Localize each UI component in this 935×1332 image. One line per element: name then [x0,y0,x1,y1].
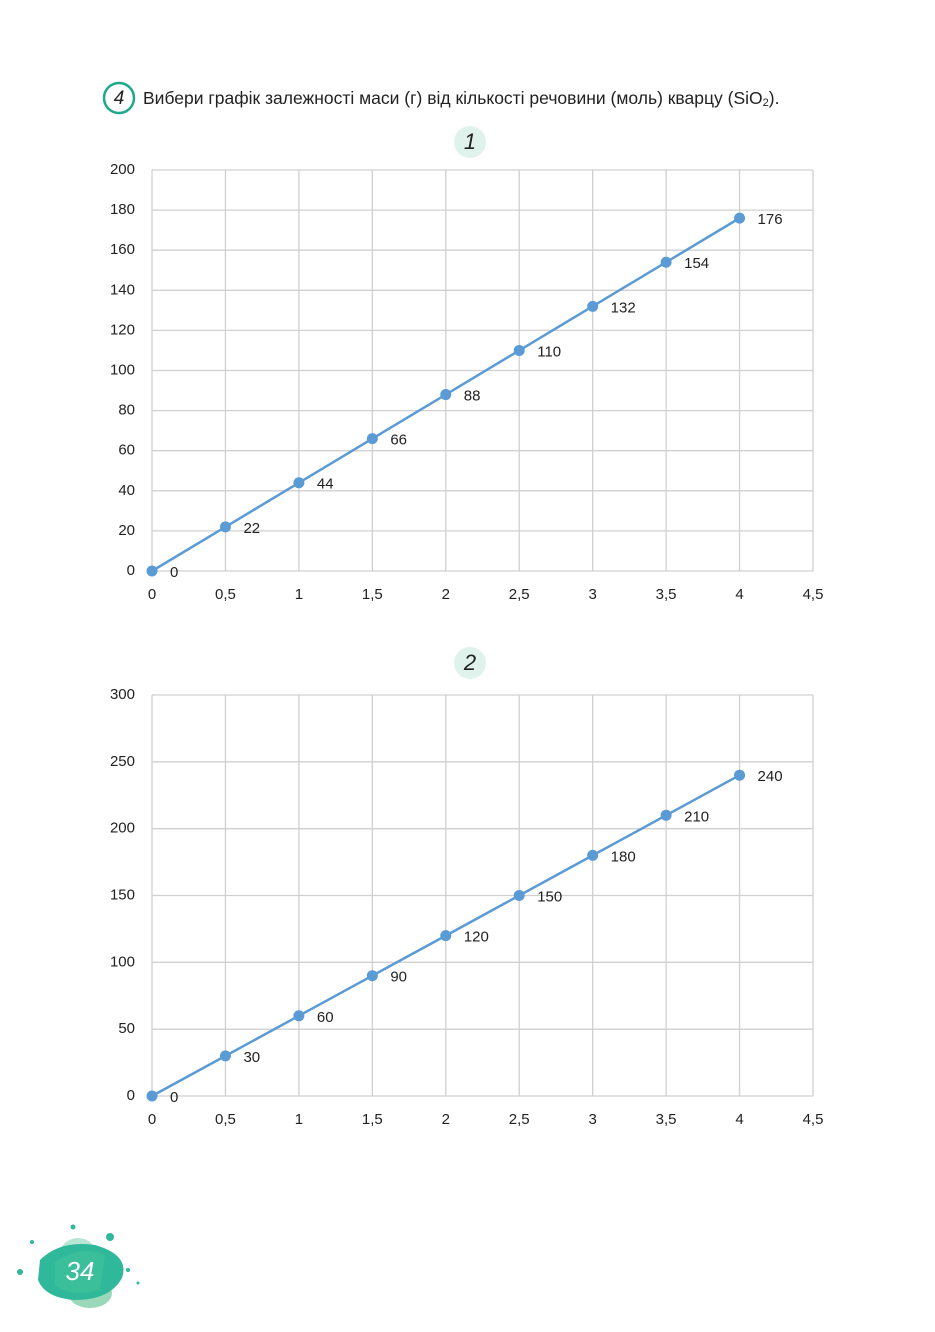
data-label: 176 [758,211,783,228]
data-point [660,809,672,821]
data-label: 44 [317,476,334,493]
y-tick-label: 100 [110,361,135,378]
y-tick-label: 200 [110,820,135,837]
y-tick-label: 200 [110,161,135,178]
y-tick-label: 120 [110,321,135,338]
x-tick-label: 1 [295,1111,303,1128]
y-tick-label: 0 [127,562,135,579]
data-label: 110 [537,343,561,360]
data-point [293,1010,305,1022]
y-tick-label: 140 [110,281,135,298]
y-tick-label: 300 [110,686,135,703]
x-tick-label: 4,5 [803,1111,824,1128]
data-point [146,1090,158,1102]
data-point [219,1050,231,1062]
task-number: 4 [114,88,125,109]
x-tick-label: 2 [442,586,450,603]
y-tick-label: 0 [127,1087,135,1104]
data-point [146,565,158,577]
x-tick-label: 2,5 [509,586,530,603]
data-point [734,212,746,224]
y-tick-label: 160 [110,241,135,258]
y-tick-label: 20 [118,522,135,539]
data-label: 0 [170,564,178,581]
data-point [440,389,452,401]
data-label: 154 [684,255,709,272]
x-tick-label: 3,5 [656,1111,677,1128]
y-tick-label: 180 [110,201,135,218]
data-point [587,849,599,861]
task-subscript: 2 [763,97,769,109]
data-point [513,890,525,901]
data-label: 60 [317,1009,334,1026]
data-point [734,769,746,781]
page-number: 34 [66,1256,95,1286]
x-tick-label: 3,5 [656,586,677,603]
y-tick-label: 80 [118,402,135,419]
y-tick-label: 250 [110,753,135,770]
x-tick-label: 1,5 [362,586,383,603]
x-tick-label: 1,5 [362,1111,383,1128]
data-label: 0 [170,1089,178,1106]
task-end: ). [769,88,780,108]
x-tick-label: 0 [148,1111,156,1128]
x-tick-label: 0,5 [215,586,236,603]
data-point [293,477,305,489]
chart-label-badge [454,647,486,679]
data-label: 120 [464,929,489,946]
data-point [660,256,672,268]
x-tick-label: 2,5 [509,1111,530,1128]
x-tick-label: 3 [588,586,596,603]
data-point [513,344,525,356]
x-tick-label: 4 [735,1111,743,1128]
data-label: 90 [390,969,407,986]
data-label: 132 [611,299,636,316]
y-tick-label: 40 [118,482,135,499]
x-tick-label: 4 [735,586,743,603]
task-main: Вибери графік залежності маси (г) від кі… [143,88,763,108]
task-text: Вибери графік залежності маси (г) від кі… [143,88,779,109]
data-label: 210 [684,808,709,825]
data-label: 180 [611,848,636,865]
data-point [440,930,452,942]
y-tick-label: 50 [118,1020,135,1037]
chart-label: 2 [463,650,476,675]
x-tick-label: 3 [588,1111,596,1128]
y-tick-label: 60 [118,442,135,459]
data-point [219,521,231,533]
data-point [366,433,378,445]
x-tick-label: 2 [442,1111,450,1128]
y-tick-label: 150 [110,886,135,903]
data-label: 66 [390,432,407,449]
page-badge [17,1224,140,1308]
chart-label-badge [454,126,486,158]
x-tick-label: 0 [148,586,156,603]
data-label: 88 [464,388,481,405]
x-tick-label: 1 [295,586,303,603]
chart: 2 0 50 100 150 200 250 300 0 0,5 1 1,5 2 2,5 3 3,5 4 4,5 0… [110,647,823,1128]
data-label: 22 [243,520,260,537]
data-label: 150 [537,888,562,905]
data-label: 240 [758,768,783,785]
task-badge [102,81,136,115]
data-label: 30 [243,1049,260,1066]
data-point [366,970,378,982]
x-tick-label: 4,5 [803,586,824,603]
data-point [587,300,599,312]
x-tick-label: 0,5 [215,1111,236,1128]
chart-label: 1 [464,129,476,154]
y-tick-label: 100 [110,953,135,970]
